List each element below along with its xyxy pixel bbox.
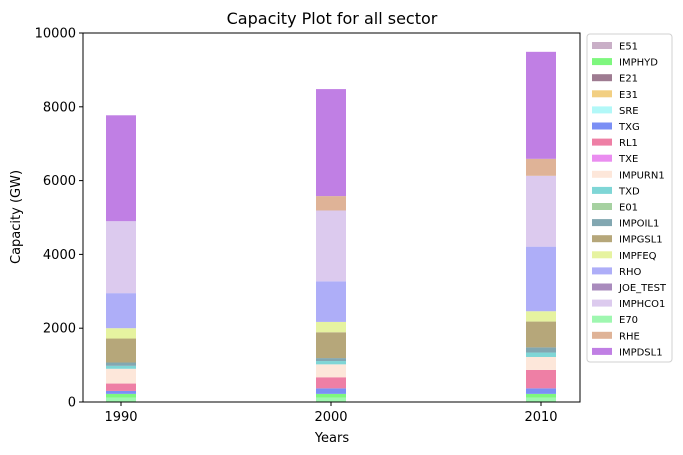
bar-segment-rl1-1990: [106, 383, 136, 391]
legend-label-txe: TXE: [618, 154, 638, 165]
y-tick-label: 10000: [35, 27, 76, 42]
bar-segment-impoil1-2000: [316, 358, 346, 362]
bar-segment-txg-1990: [106, 390, 136, 394]
bar-segment-txd-2000: [316, 361, 346, 365]
legend-swatch-joe_test: [592, 283, 612, 291]
bar-segment-txg-2000: [316, 388, 346, 394]
bar-segment-imphyd-2010: [526, 393, 556, 398]
y-ticks: 0 2000 4000 6000 8000 10000: [35, 27, 83, 411]
legend-swatch-e70: [592, 315, 612, 323]
bar-segment-rhe-2010: [526, 158, 556, 176]
bar-segment-imphco1-1990: [106, 221, 136, 294]
legend-label-e21: E21: [619, 74, 638, 85]
legend-label-txg: TXG: [618, 122, 640, 133]
legend-swatch-impoil1: [592, 219, 612, 227]
legend-swatch-e51: [592, 42, 612, 49]
x-tick-label: 2000: [314, 410, 347, 425]
plot-frame: [82, 32, 581, 403]
bar-segment-impdsl1-2000: [316, 89, 346, 197]
legend: E51 IMPHYD E21 E31 SRE TXG RL1 TXE IMPURN1 TXD E01…: [586, 33, 673, 363]
legend-swatch-impgsl1: [592, 235, 612, 243]
legend-label-rhe: RHE: [619, 331, 640, 342]
bar-segment-e70-2010: [526, 397, 556, 402]
bar-segment-txd-2010: [526, 352, 556, 357]
bar-segment-impdsl1-2010: [526, 51, 556, 159]
legend-swatch-imphco1: [592, 299, 612, 307]
bar-segment-impgsl1-1990: [106, 338, 136, 363]
legend-swatch-sre: [592, 106, 612, 114]
bar-segment-txd-1990: [106, 365, 136, 369]
bar-segment-impfeq-1990: [106, 328, 136, 339]
legend-label-e70: E70: [619, 315, 638, 326]
legend-swatch-impdsl1: [592, 347, 612, 355]
bar-segment-impoil1-1990: [106, 362, 136, 366]
legend-swatch-impfeq: [592, 251, 612, 259]
legend-label-impoil1: IMPOIL1: [619, 219, 659, 230]
bar-segment-imphyd-1990: [106, 393, 136, 398]
bar-segment-impurn1-1990: [106, 368, 136, 384]
legend-swatch-e31: [592, 90, 612, 98]
x-ticks: 1990 2000 2010: [104, 402, 558, 425]
bar-segment-imphyd-2000: [316, 393, 346, 398]
bar-segment-rho-2010: [526, 246, 556, 312]
bar-segment-impgsl1-2010: [526, 321, 556, 348]
y-tick-label: 0: [68, 396, 76, 411]
legend-swatch-e01: [592, 203, 612, 210]
legend-label-impfeq: IMPFEQ: [619, 251, 657, 262]
x-tick-label: 1990: [104, 410, 137, 425]
legend-label-imphco1: IMPHCO1: [619, 299, 665, 310]
bar-segment-rl1-2010: [526, 369, 556, 389]
legend-box: [586, 33, 673, 363]
bar-segment-rl1-2000: [316, 377, 346, 389]
bar-segment-impurn1-2010: [526, 356, 556, 370]
legend-label-impgsl1: IMPGSL1: [619, 235, 663, 246]
bar-segment-rhe-2000: [316, 196, 346, 211]
legend-swatch-rhe: [592, 331, 612, 339]
legend-swatch-rl1: [592, 138, 612, 146]
legend-label-imphyd: IMPHYD: [619, 58, 658, 69]
y-tick-label: 6000: [43, 174, 76, 189]
legend-label-sre: SRE: [619, 106, 639, 117]
y-tick-label: 2000: [43, 322, 76, 337]
y-axis-title: Capacity (GW): [9, 170, 24, 264]
bar-segment-impdsl1-1990: [106, 115, 136, 222]
legend-swatch-rho: [592, 267, 612, 275]
chart-title: Capacity Plot for all sector: [227, 9, 438, 28]
legend-swatch-txe: [592, 154, 612, 162]
legend-swatch-txg: [592, 122, 612, 130]
x-axis-title: Years: [314, 431, 350, 446]
bar-segment-imphco1-2010: [526, 175, 556, 247]
bar-segment-imphco1-2000: [316, 210, 346, 282]
y-tick-label: 4000: [43, 248, 76, 263]
bar-segment-impoil1-2010: [526, 347, 556, 353]
bars-group: [106, 51, 556, 402]
bar-segment-e70-1990: [106, 397, 136, 402]
bar-segment-impgsl1-2000: [316, 332, 346, 359]
legend-swatch-impurn1: [592, 170, 612, 178]
legend-label-impurn1: IMPURN1: [619, 170, 665, 181]
legend-label-e51: E51: [619, 42, 638, 53]
legend-label-e31: E31: [619, 90, 638, 101]
legend-label-impdsl1: IMPDSL1: [619, 347, 663, 358]
legend-swatch-imphyd: [592, 58, 612, 66]
bar-segment-e70-2000: [316, 397, 346, 402]
legend-label-e01: E01: [619, 203, 638, 214]
bar-segment-impurn1-2000: [316, 364, 346, 378]
bar-segment-txg-2010: [526, 388, 556, 394]
bar-segment-rho-1990: [106, 293, 136, 329]
bar-segment-impfeq-2010: [526, 311, 556, 322]
legend-swatch-e21: [592, 74, 612, 82]
legend-label-rho: RHO: [619, 267, 641, 278]
legend-label-joe_test: JOE_TEST: [618, 283, 667, 294]
bar-segment-impfeq-2000: [316, 321, 346, 333]
x-tick-label: 2010: [524, 410, 557, 425]
legend-label-txd: TXD: [618, 186, 640, 197]
bar-segment-rho-2000: [316, 281, 346, 322]
legend-label-rl1: RL1: [619, 138, 638, 149]
y-tick-label: 8000: [43, 100, 76, 115]
legend-swatch-txd: [592, 186, 612, 194]
